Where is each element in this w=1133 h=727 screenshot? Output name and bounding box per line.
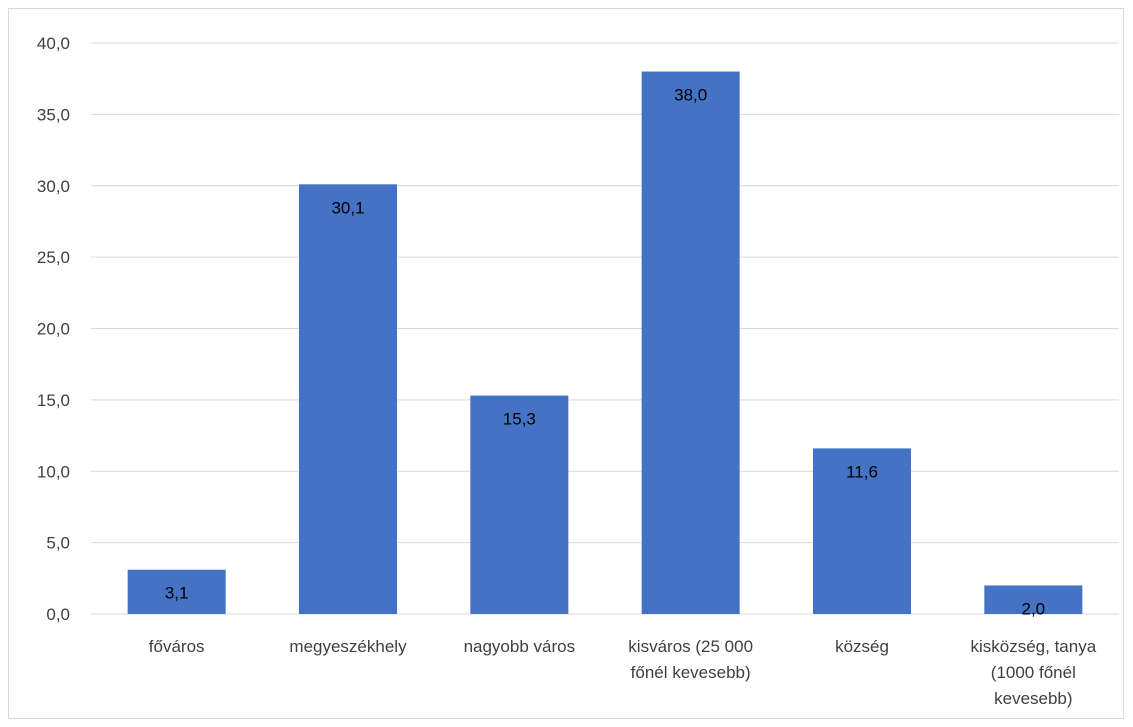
bar xyxy=(299,184,397,614)
x-category-label: megyeszékhely xyxy=(289,637,407,656)
bar xyxy=(470,395,569,614)
bar xyxy=(813,448,911,614)
x-category-label-line: főnél kevesebb) xyxy=(631,663,751,682)
x-category-label-line: főváros xyxy=(149,637,205,656)
x-category-label-line: kevesebb) xyxy=(994,689,1072,708)
y-tick-label: 0,0 xyxy=(46,605,70,624)
y-tick-label: 35,0 xyxy=(37,105,70,124)
y-tick-label: 40,0 xyxy=(37,34,70,53)
x-category-label-line: kisközség, tanya xyxy=(970,637,1096,656)
x-category-label-line: (1000 főnél xyxy=(991,663,1076,682)
data-label: 11,6 xyxy=(846,462,878,481)
data-label: 30,1 xyxy=(331,198,364,217)
x-category-label-line: nagyobb város xyxy=(464,637,576,656)
x-category-label: kisváros (25 000 főnél kevesebb) xyxy=(628,637,753,682)
x-category-label: főváros xyxy=(149,637,205,656)
data-label: 3,1 xyxy=(165,584,189,603)
y-tick-label: 5,0 xyxy=(46,534,70,553)
x-category-label: község xyxy=(835,637,889,656)
bar xyxy=(984,585,1083,614)
data-label: 38,0 xyxy=(674,86,707,105)
bar xyxy=(127,569,226,614)
x-category-label-line: megyeszékhely xyxy=(289,637,407,656)
x-category-label: nagyobb város xyxy=(464,637,576,656)
y-tick-label: 30,0 xyxy=(37,177,70,196)
x-category-label: kisközség, tanya (1000 főnél kevesebb) xyxy=(970,637,1096,708)
y-tick-label: 20,0 xyxy=(37,320,70,339)
y-tick-label: 15,0 xyxy=(37,391,70,410)
data-label: 15,3 xyxy=(503,410,536,429)
x-category-label-line: kisváros (25 000 xyxy=(628,637,753,656)
bar xyxy=(641,71,740,615)
data-label: 2,0 xyxy=(1022,599,1046,618)
y-tick-label: 10,0 xyxy=(37,462,70,481)
y-tick-label: 25,0 xyxy=(37,248,70,267)
x-category-label-line: község xyxy=(835,637,889,656)
